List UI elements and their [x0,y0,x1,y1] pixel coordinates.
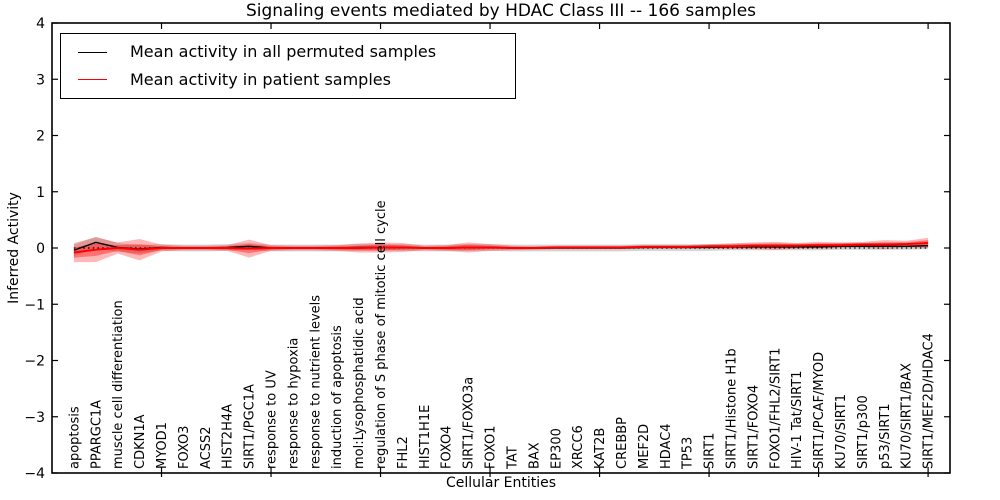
x-tick-label: CDKN1A [133,414,148,469]
x-tick-label: HIST1H1E [418,405,433,469]
legend-label-patient: Mean activity in patient samples [130,69,391,89]
patient-envelope-inner [73,240,929,258]
y-tick-label: 3 [36,72,45,88]
x-tick-label: HIV-1 Tat/SIRT1 [790,371,805,469]
y-tick-label: −2 [24,354,45,370]
x-tick-label: apoptosis [67,406,82,469]
chart-title: Signaling events mediated by HDAC Class … [245,1,757,21]
x-tick-label: HIST2H4A [221,404,236,469]
x-tick-label: MEF2D [637,424,652,469]
y-tick-label: −3 [24,410,45,426]
x-tick-label: FOXO3 [177,426,192,469]
patient-envelope-outer [73,237,929,263]
legend-entry-permuted: Mean activity in all permuted samples [78,43,515,61]
x-tick-label: EP300 [549,428,564,469]
legend-label-permuted: Mean activity in all permuted samples [130,42,437,62]
x-tick-label: KAT2B [593,428,608,469]
permuted-envelope [73,236,929,256]
permuted-line-sample [78,51,107,53]
x-tick-label: FOXO1/FHL2/SIRT1 [768,348,783,469]
y-tick-label: 4 [36,16,45,32]
x-tick-label: mol:Lysophosphatidic acid [352,297,367,469]
legend-box: Mean activity in all permuted samples Me… [60,33,516,99]
x-tick-label: HDAC4 [659,423,674,469]
x-tick-label: ACSS2 [199,426,214,469]
x-tick-label: SIRT1 [703,433,718,469]
x-tick-label: FOXO1 [484,426,499,469]
x-tick-label: FHL2 [396,436,411,469]
x-tick-label: response to UV [265,370,280,469]
x-tick-label: induction of apoptosis [330,325,345,469]
x-tick-label: KU70/SIRT1 [834,394,849,469]
y-tick-label: 0 [36,241,45,257]
x-tick-label: CREBBP [615,417,630,469]
x-tick-label: SIRT1/MEF2D/HDAC4 [922,333,937,469]
x-tick-label: SIRT1/Histone H1b [724,348,739,469]
x-tick-label: SIRT1/PGC1A [243,384,258,469]
x-tick-label: muscle cell differentiation [111,300,126,469]
x-tick-label: response to nutrient levels [308,295,323,469]
x-tick-label: regulation of S phase of mitotic cell cy… [374,200,389,469]
patient-mean-line [73,241,929,254]
x-axis-label: Cellular Entities [445,475,557,491]
x-tick-label: MYOD1 [155,422,170,469]
legend-entry-patient: Mean activity in patient samples [78,69,515,89]
y-axis-label: Inferred Activity [6,192,22,304]
x-tick-label: PPARGC1A [89,400,104,469]
y-tick-label: 1 [36,185,45,201]
x-tick-label: TAT [505,446,520,470]
y-tick-label: 2 [36,129,45,145]
x-tick-label: response to hypoxia [286,338,301,469]
y-tick-label: −1 [24,297,45,313]
x-tick-label: SIRT1/p300 [856,395,871,469]
x-tick-label: BAX [527,442,542,469]
x-tick-label: TP53 [681,437,696,470]
x-tick-label: SIRT1/FOXO3a [462,377,477,469]
patient-line-sample [78,79,107,81]
x-tick-label: SIRT1/FOXO4 [746,385,761,469]
y-tick-label: −4 [24,466,45,482]
x-tick-label: XRCC6 [571,425,586,469]
x-tick-label: SIRT1/PCAF/MYOD [812,352,827,469]
x-tick-label: FOXO4 [440,426,455,469]
x-tick-label: KU70/SIRT1/BAX [900,363,915,469]
x-tick-label: p53/SIRT1 [878,403,893,469]
